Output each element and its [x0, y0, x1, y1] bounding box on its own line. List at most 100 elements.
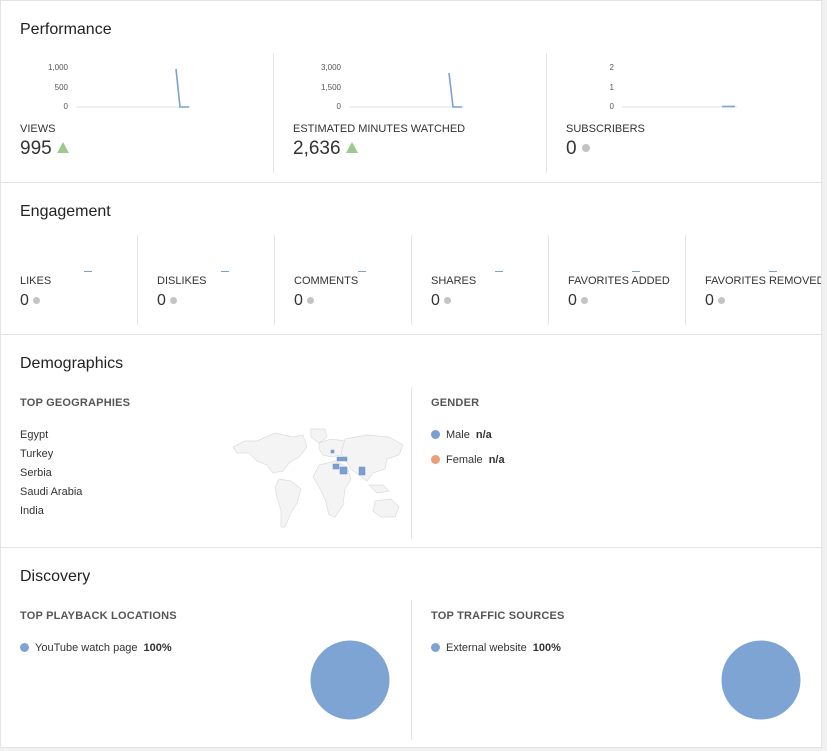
likes-value-wrap: 0 [20, 292, 40, 310]
traffic-legend-dot [431, 643, 440, 652]
dislikes-label: DISLIKES [157, 275, 207, 287]
trend-neutral-icon [580, 297, 588, 304]
comments-label: COMMENTS [294, 275, 359, 287]
views-tick-bottom: 0 [63, 102, 68, 111]
map-asia [340, 434, 404, 482]
traffic-pie-slice [721, 640, 801, 720]
comments-spark [358, 271, 366, 272]
minutes-value: 2,636 [293, 138, 341, 159]
views-chart [76, 68, 191, 108]
minutes-value-wrap: 2,636 [293, 138, 358, 160]
male-label: Male [446, 429, 470, 441]
map-australia [372, 498, 400, 518]
views-line [175, 68, 189, 108]
gender-male-row: Male n/a [431, 429, 492, 441]
map-highlight-india [358, 466, 366, 476]
shares-label: SHARES [431, 275, 477, 287]
geo-item-saudi-arabia: Saudi Arabia [20, 486, 83, 498]
favorites-added-value-wrap: 0 [568, 292, 588, 310]
likes-label: LIKES [20, 275, 52, 287]
map-south-america [274, 478, 302, 528]
playback-pie-slice [310, 640, 390, 720]
map-highlight-serbia [330, 449, 335, 454]
playback-row: YouTube watch page 100% [20, 642, 172, 654]
trend-neutral-icon [443, 297, 451, 304]
demographics-panel: Demographics TOP GEOGRAPHIES Egypt Turke… [0, 334, 822, 548]
views-tick-mid: 500 [54, 83, 68, 92]
traffic-row: External website 100% [431, 642, 561, 654]
views-label: VIEWS [20, 123, 56, 135]
male-value: n/a [475, 429, 492, 441]
gender-female-row: Female n/a [431, 454, 505, 466]
dislikes-value: 0 [157, 292, 166, 309]
discovery-title: Discovery [20, 568, 91, 585]
favorites-added-label: FAVORITES ADDED [568, 275, 670, 287]
views-value-wrap: 995 [20, 138, 69, 160]
minutes-label: ESTIMATED MINUTES WATCHED [293, 123, 466, 135]
male-legend-dot [431, 430, 440, 439]
trend-neutral-icon [306, 297, 314, 304]
favorites-removed-spark [769, 271, 777, 272]
minutes-line [448, 72, 462, 108]
views-value: 995 [20, 138, 52, 159]
map-indonesia [368, 484, 390, 494]
traffic-pie-chart [721, 640, 801, 720]
world-map [232, 428, 404, 528]
subscribers-value-wrap: 0 [566, 138, 590, 160]
subscribers-value: 0 [566, 138, 577, 159]
female-value: n/a [488, 454, 505, 466]
subscribers-label: SUBSCRIBERS [566, 123, 645, 135]
geo-item-india: India [20, 505, 44, 517]
trend-neutral-icon [32, 297, 40, 304]
engagement-title: Engagement [20, 203, 111, 220]
demographics-title: Demographics [20, 355, 124, 372]
minutes-chart [349, 72, 464, 108]
traffic-value: 100% [532, 642, 561, 654]
trend-neutral-icon [581, 144, 590, 152]
map-greenland [310, 428, 328, 444]
subs-tick-top: 2 [609, 63, 614, 72]
comments-value: 0 [294, 292, 303, 309]
dislikes-value-wrap: 0 [157, 292, 177, 310]
female-label: Female [446, 454, 483, 466]
map-highlight-turkey [336, 456, 348, 462]
minutes-tick-mid: 1,500 [320, 83, 341, 92]
playback-label: YouTube watch page [35, 642, 138, 654]
geo-item-egypt: Egypt [20, 429, 49, 441]
traffic-label: External website [446, 642, 527, 654]
discovery-panel: Discovery TOP PLAYBACK LOCATIONS YouTube… [0, 547, 822, 748]
views-tick-top: 1,000 [47, 63, 68, 72]
likes-spark [84, 271, 92, 272]
map-highlight-egypt [332, 463, 340, 470]
favorites-added-value: 0 [568, 292, 577, 309]
playback-pie-chart [310, 640, 390, 720]
comments-value-wrap: 0 [294, 292, 314, 310]
playback-legend-dot [20, 643, 29, 652]
trend-neutral-icon [717, 297, 725, 304]
map-north-america [232, 432, 308, 474]
minutes-tick-bottom: 0 [336, 102, 341, 111]
subscribers-chart [622, 105, 737, 108]
favorites-added-spark [632, 271, 640, 272]
trend-up-icon [345, 142, 358, 153]
shares-value-wrap: 0 [431, 292, 451, 310]
shares-spark [495, 271, 503, 272]
female-legend-dot [431, 455, 440, 464]
gender-header: GENDER [431, 397, 480, 409]
performance-panel: Performance 1,000 500 0 VIEWS 995 3,000 … [0, 0, 822, 183]
likes-value: 0 [20, 292, 29, 309]
map-highlight-saudi-arabia [339, 466, 348, 475]
favorites-removed-value: 0 [705, 292, 714, 309]
traffic-header: TOP TRAFFIC SOURCES [431, 610, 565, 622]
top-geographies-header: TOP GEOGRAPHIES [20, 397, 131, 409]
performance-title: Performance [20, 21, 112, 38]
favorites-removed-label: FAVORITES REMOVED [705, 275, 822, 287]
map-africa [312, 460, 352, 518]
favorites-removed-value-wrap: 0 [705, 292, 725, 310]
subs-tick-bottom: 0 [609, 102, 614, 111]
dislikes-spark [221, 271, 229, 272]
geo-item-serbia: Serbia [20, 467, 52, 479]
trend-up-icon [56, 142, 69, 153]
subs-tick-mid: 1 [609, 83, 614, 92]
trend-neutral-icon [169, 297, 177, 304]
